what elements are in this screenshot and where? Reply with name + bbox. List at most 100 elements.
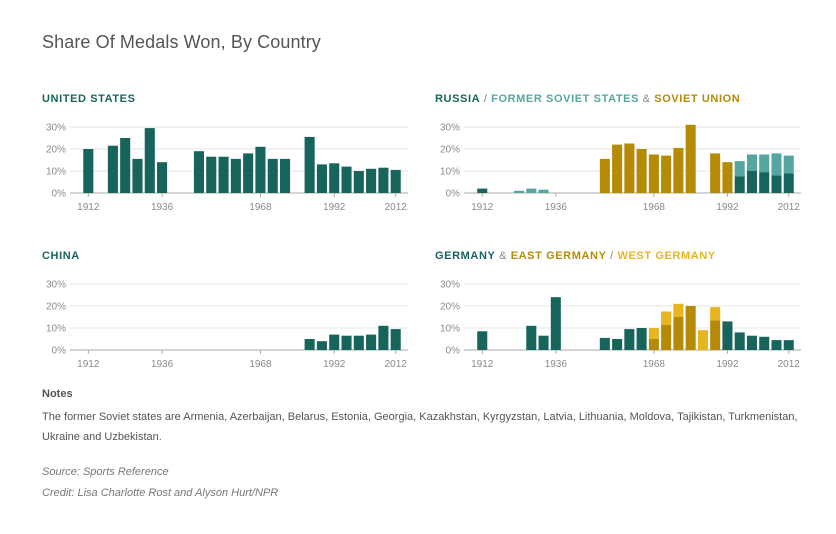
russia-x-tick-label: 1992: [716, 202, 739, 213]
us-bar-united-states-1936: [157, 162, 168, 193]
us-bar-united-states-2012: [390, 169, 401, 193]
germany-y-tick-label: 20%: [440, 302, 460, 313]
source-line: Source: Sports Reference: [42, 466, 169, 478]
germany-y-tick-label: 30%: [440, 280, 460, 291]
russia-bar-russia-2008: [771, 175, 782, 193]
russia-bar-soviet-union-1972: [661, 155, 672, 193]
china-x-tick-label: 1912: [77, 359, 100, 370]
us-bar-united-states-2008: [378, 167, 389, 193]
us-x-tick-label: 2012: [385, 202, 408, 213]
russia-bar-former-soviet-states-2004: [759, 154, 770, 173]
germany-x-tick-label: 1912: [471, 359, 494, 370]
page-title: Share Of Medals Won, By Country: [42, 32, 321, 52]
russia-title-soviet-union: SOVIET UNION: [654, 93, 741, 105]
russia-x-tick-label: 1936: [545, 202, 568, 213]
us-bar-united-states-1996: [341, 166, 352, 193]
russia-bar-soviet-union-1976: [673, 147, 684, 193]
china-bar-china-2008: [378, 325, 389, 350]
us-bar-united-states-1920: [107, 145, 118, 193]
germany-bar-east-germany-1972: [661, 324, 672, 350]
russia-title-separator: /: [480, 93, 492, 105]
us-y-tick-label: 0%: [52, 189, 67, 200]
germany-bar-east-germany-1968: [648, 339, 659, 350]
germany-title-east-germany: EAST GERMANY: [510, 250, 607, 262]
germany-bar-east-germany-1988: [710, 320, 721, 350]
us-bar-united-states-1912: [83, 149, 94, 193]
us-x-tick-label: 1936: [151, 202, 174, 213]
germany-bar-germany-2000: [746, 335, 757, 350]
germany-bar-germany-1964: [636, 328, 647, 350]
russia-bar-russia-1996: [734, 176, 745, 193]
russia-bar-soviet-union-1952: [599, 158, 610, 193]
russia-y-tick-label: 10%: [440, 167, 460, 178]
russia-bar-former-soviet-states-2008: [771, 153, 782, 176]
germany-bar-germany-1956: [612, 339, 623, 350]
germany-bar-germany-2008: [771, 340, 782, 350]
germany-bar-east-germany-1980: [685, 306, 696, 350]
us-bar-united-states-1968: [255, 146, 266, 193]
germany-x-tick-label: 1968: [643, 359, 666, 370]
russia-y-tick-label: 0%: [446, 189, 461, 200]
us-bar-united-states-1952: [206, 156, 217, 193]
china-y-tick-label: 20%: [46, 302, 66, 313]
us-panel-title: UNITED STATES: [42, 93, 136, 105]
russia-x-tick-label: 1968: [643, 202, 666, 213]
china-y-tick-label: 30%: [46, 280, 66, 291]
notes-heading: Notes: [42, 388, 73, 400]
russia-bar-russia-2000: [746, 171, 757, 193]
china-x-tick-label: 2012: [385, 359, 408, 370]
us-bar-united-states-2004: [366, 168, 377, 193]
germany-bar-germany-1996: [734, 332, 745, 350]
russia-bar-soviet-union-1964: [636, 149, 647, 193]
russia-bar-russia-1912: [477, 188, 488, 193]
china-x-tick-label: 1968: [249, 359, 272, 370]
germany-bar-west-germany-1968: [648, 328, 659, 339]
us-bar-united-states-1924: [120, 138, 131, 193]
germany-bar-west-germany-1984: [697, 330, 708, 350]
russia-title-russia: RUSSIA: [435, 93, 481, 105]
germany-bar-germany-1936: [550, 297, 561, 350]
germany-bar-east-germany-1976: [673, 317, 684, 350]
russia-bar-former-soviet-states-1924: [514, 190, 525, 193]
russia-bar-former-soviet-states-1928: [526, 188, 537, 193]
china-panel-title: CHINA: [42, 250, 80, 262]
germany-bar-west-germany-1976: [673, 303, 684, 317]
germany-title-west-germany: WEST GERMANY: [617, 250, 716, 262]
germany-x-tick-label: 1936: [545, 359, 568, 370]
china-bar-china-1984: [304, 339, 315, 350]
germany-bar-germany-1928: [526, 325, 537, 350]
russia-bar-soviet-union-1980: [685, 124, 696, 193]
china-bar-china-1992: [329, 334, 340, 350]
germany-bar-germany-2012: [783, 340, 794, 350]
germany-bar-germany-1952: [599, 337, 610, 350]
us-bar-united-states-1932: [144, 128, 155, 193]
russia-bar-soviet-union-1992: [722, 162, 733, 193]
china-bar-china-2004: [366, 334, 377, 350]
china-bar-china-1988: [316, 341, 327, 350]
us-bar-united-states-1976: [280, 158, 291, 193]
russia-x-tick-label: 1912: [471, 202, 494, 213]
russia-panel-title: RUSSIA / FORMER SOVIET STATES & SOVIET U…: [435, 93, 740, 105]
us-bar-united-states-1964: [243, 153, 254, 193]
china-bar-china-2000: [353, 335, 364, 350]
us-bar-united-states-1972: [267, 158, 278, 193]
germany-title-separator: /: [606, 250, 618, 262]
germany-y-tick-label: 0%: [446, 346, 461, 357]
russia-bar-soviet-union-1988: [710, 153, 721, 193]
us-bar-united-states-2000: [353, 171, 364, 193]
russia-bar-former-soviet-states-2012: [783, 155, 794, 174]
germany-bar-germany-1932: [538, 335, 549, 350]
china-x-tick-label: 1992: [323, 359, 346, 370]
russia-y-tick-label: 20%: [440, 145, 460, 156]
us-y-tick-label: 30%: [46, 123, 66, 134]
germany-panel-title: GERMANY & EAST GERMANY / WEST GERMANY: [435, 250, 716, 262]
germany-x-tick-label: 1992: [716, 359, 739, 370]
germany-bar-germany-1960: [624, 329, 635, 350]
russia-bar-russia-2004: [759, 172, 770, 193]
russia-title-ampersand: &: [639, 93, 655, 105]
germany-bar-west-germany-1972: [661, 311, 672, 325]
us-bar-united-states-1928: [132, 158, 143, 193]
germany-title-germany: GERMANY: [435, 250, 496, 262]
us-x-tick-label: 1992: [323, 202, 346, 213]
china-y-tick-label: 0%: [52, 346, 67, 357]
